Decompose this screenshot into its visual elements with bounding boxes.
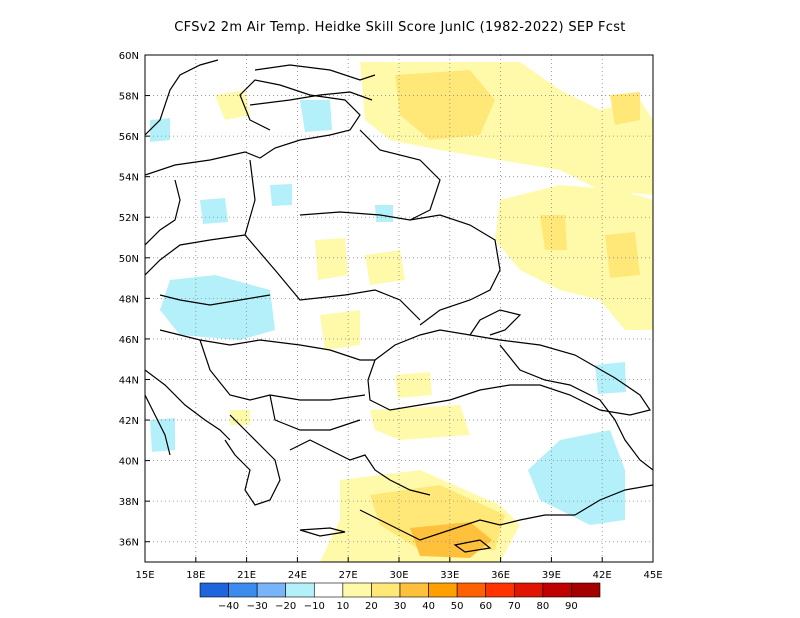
latitude-tick-label: 46N — [119, 335, 139, 346]
colorbar-label: −30 — [247, 601, 268, 612]
colorbar-swatch — [542, 582, 572, 598]
latitude-tick-label: 58N — [119, 92, 139, 103]
colorbar-swatch — [399, 582, 429, 598]
colorbar-swatch — [513, 582, 544, 598]
latitude-tick-label: 38N — [119, 497, 139, 508]
latitude-tick-label: 44N — [119, 375, 139, 386]
longitude-tick-label: 24E — [288, 570, 307, 581]
map-title: CFSv2 2m Air Temp. Heidke Skill Score Ju… — [174, 20, 626, 35]
latitude-tick-label: 50N — [119, 254, 139, 265]
positive-skill-patch-blacksea — [395, 372, 432, 398]
longitude-tick-labels: 15E 18E 21E 24E 27E 30E 33E 36E 39E 42E 45E — [135, 557, 663, 581]
latitude-tick-label: 36N — [119, 538, 139, 549]
positive-skill-patch-turkey-north — [370, 405, 470, 440]
latitude-tick-label: 56N — [119, 132, 139, 143]
colorbar-label: 80 — [536, 601, 549, 612]
negative-skill-patch-baltic — [300, 100, 332, 132]
colorbar-swatch — [371, 582, 401, 598]
skill-score-field — [150, 62, 653, 562]
colorbar-label: 10 — [336, 601, 349, 612]
colorbar-swatch — [456, 582, 487, 598]
colorbar-swatch — [256, 582, 287, 598]
positive-skill-20-northeast — [610, 92, 640, 125]
negative-skill-patch-caucasus — [595, 362, 626, 394]
latitude-tick-label: 42N — [119, 416, 139, 427]
positive-skill-patch-romania — [320, 310, 360, 350]
colorbar-swatch — [342, 582, 372, 598]
colorbar-label: 60 — [479, 601, 492, 612]
longitude-tick-label: 45E — [643, 570, 662, 581]
coastlines-and-borders — [145, 59, 653, 553]
longitude-tick-label: 36E — [491, 570, 510, 581]
colorbar-label: 30 — [394, 601, 407, 612]
negative-skill-patch-sweden — [150, 118, 170, 142]
latitude-tick-label: 40N — [119, 457, 139, 468]
colorbar-swatch — [571, 582, 601, 598]
positive-skill-patch-crete — [230, 410, 250, 425]
colorbar-label: −20 — [275, 601, 296, 612]
negative-skill-patch-east-turkey — [528, 430, 625, 525]
colorbar-label: 50 — [451, 601, 464, 612]
negative-skill-patch-italy — [150, 418, 175, 452]
negative-skill-patch-russia — [375, 205, 393, 222]
longitude-tick-label: 21E — [237, 570, 256, 581]
longitude-tick-label: 18E — [186, 570, 205, 581]
positive-skill-patch-belarus — [365, 250, 405, 285]
colorbar-label: −10 — [304, 601, 325, 612]
longitude-tick-label: 30E — [389, 570, 408, 581]
colorbar-swatch — [485, 582, 515, 598]
colorbar-label: 90 — [565, 601, 578, 612]
colorbar-swatch — [199, 582, 229, 598]
latitude-tick-label: 52N — [119, 213, 139, 224]
latitude-tick-label: 60N — [119, 51, 139, 62]
positive-skill-patch-northwest — [215, 90, 250, 120]
latitude-tick-labels: 36N 38N 40N 42N 44N 46N 48N 50N 52N 54N 56N 58N 60N — [119, 51, 150, 549]
positive-skill-30-anatolia — [410, 522, 492, 558]
colorbar-swatch — [228, 582, 258, 598]
positive-skill-20-north — [395, 70, 495, 140]
longitude-tick-label: 33E — [440, 570, 459, 581]
colorbar-labels: −40 −30 −20 −10 10 20 30 40 50 60 70 80 90 — [218, 601, 578, 612]
positive-skill-20-volga — [540, 215, 567, 250]
colorbar-swatch — [285, 582, 315, 598]
longitude-tick-label: 27E — [339, 570, 358, 581]
colorbar-swatch — [428, 582, 458, 598]
negative-skill-patch-hungary — [160, 275, 275, 340]
colorbar-label: 20 — [365, 601, 378, 612]
colorbar-swatch — [313, 582, 344, 598]
longitude-tick-label: 15E — [135, 570, 154, 581]
positive-skill-patch-ukraine — [315, 238, 348, 280]
colorbar — [199, 582, 601, 598]
latitude-tick-label: 54N — [119, 173, 139, 184]
negative-skill-patch-belarus — [270, 184, 292, 206]
negative-skill-patch-poland — [200, 198, 228, 224]
colorbar-label: −40 — [218, 601, 239, 612]
positive-skill-20-volga-east — [605, 232, 640, 278]
longitude-tick-label: 39E — [542, 570, 561, 581]
graticule — [145, 55, 653, 562]
colorbar-label: 40 — [422, 601, 435, 612]
colorbar-label: 70 — [508, 601, 521, 612]
longitude-tick-label: 42E — [593, 570, 612, 581]
latitude-tick-label: 48N — [119, 294, 139, 305]
